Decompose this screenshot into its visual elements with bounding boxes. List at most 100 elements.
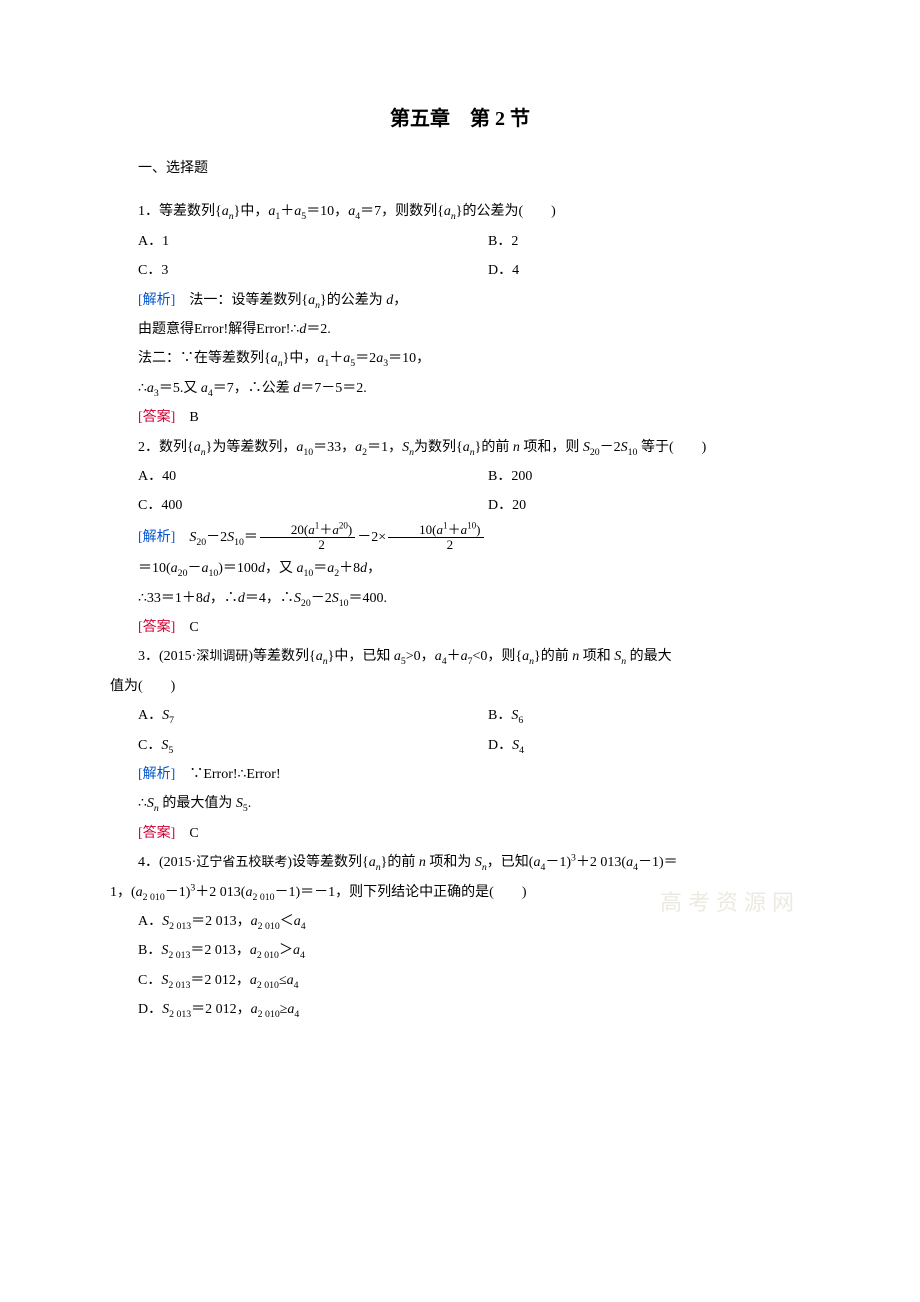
text: ＝ — [313, 561, 327, 576]
text: － — [187, 561, 201, 576]
text: ＝400. — [349, 591, 388, 606]
q1-answer: [答案] B — [110, 403, 810, 432]
text: －1) — [165, 885, 191, 900]
q3-stem-line2: 值为( ) — [110, 672, 810, 701]
text: }的公差为( ) — [456, 204, 556, 219]
q2-analysis-l3: ∴33＝1＋8d，∴d＝4，∴S20－2S10＝400. — [110, 584, 810, 613]
q3-stem: 3．(2015·深圳调研)等差数列{an}中，已知 a5>0，a4＋a7<0，则… — [110, 642, 810, 671]
text: ＝5.又 — [159, 381, 201, 396]
q4-opt-b: B．S2 013＝2 013，a2 010＞a4 — [110, 936, 810, 965]
q2-opt-d: D．20 — [488, 491, 810, 520]
fraction-2: 10(a1＋a10)2 — [388, 523, 483, 553]
q2-answer: [答案] C — [110, 613, 810, 642]
text: 项和，则 — [520, 440, 583, 455]
analysis-label: [解析] — [138, 530, 175, 545]
text: －1)＝ — [638, 855, 678, 870]
text: ， — [367, 561, 381, 576]
source: 深圳调研 — [196, 648, 248, 663]
text: }中， — [283, 351, 318, 366]
q1-analysis-l4: ∴a3＝5.又 a4＝7，∴公差 d＝7－5＝2. — [110, 374, 810, 403]
text: 项和为 — [426, 855, 475, 870]
text: ∴ — [138, 796, 147, 811]
fraction-1: 20(a1＋a20)2 — [260, 523, 355, 553]
q4-opt-c: C．S2 013＝2 012，a2 010≤a4 — [110, 966, 810, 995]
q3-opt-a: A．S7 — [138, 701, 488, 730]
text: }的公差为 — [320, 293, 386, 308]
text: ＝7－5＝2. — [300, 381, 367, 396]
analysis-label: [解析] — [138, 293, 175, 308]
text: ＝2. — [306, 322, 331, 337]
text: 4．(2015· — [138, 855, 196, 870]
text: 项和 — [579, 649, 614, 664]
text: －2 — [600, 440, 621, 455]
q3-opt-c: C．S5 — [138, 731, 488, 760]
text: >0， — [406, 649, 435, 664]
q3-options-row1: A．S7 B．S6 — [110, 701, 810, 730]
text: ＋ — [280, 204, 294, 219]
text: }中，已知 — [328, 649, 394, 664]
answer-value: C — [189, 826, 198, 841]
text: }为等差数列， — [206, 440, 297, 455]
text: }的前 — [534, 649, 572, 664]
q3-answer: [答案] C — [110, 819, 810, 848]
text: 的最大 — [626, 649, 672, 664]
text: }中， — [234, 204, 269, 219]
text: ＝10， — [388, 351, 430, 366]
q1-analysis: [解析] 法一：设等差数列{an}的公差为 d， — [110, 286, 810, 315]
text: ＋ — [329, 351, 343, 366]
text: －2 — [311, 591, 332, 606]
answer-label: [答案] — [138, 826, 175, 841]
source: 辽宁省五校联考 — [196, 854, 287, 869]
q1-opt-c: C．3 — [138, 256, 488, 285]
text: ＝7，则数列{ — [360, 204, 444, 219]
text: ∴33＝1＋8 — [138, 591, 203, 606]
text: －1) — [545, 855, 571, 870]
text: 为数列{ — [414, 440, 463, 455]
section-1-heading: 一、选择题 — [110, 154, 810, 183]
q3-options-row2: C．S5 D．S4 — [110, 731, 810, 760]
text: }的前 — [475, 440, 513, 455]
q4-stem: 4．(2015·辽宁省五校联考)设等差数列{an}的前 n 项和为 Sn，已知(… — [110, 848, 810, 877]
q4-stem-line2: 1，(a2 010－1)3＋2 013(a2 010－1)＝－1，则下列结论中正… — [110, 878, 810, 907]
text: ＝2 — [355, 351, 376, 366]
q2-analysis-eq1: [解析] S20－2S10＝20(a1＋a20)2－2×10(a1＋a10)2 — [110, 523, 810, 553]
answer-label: [答案] — [138, 620, 175, 635]
text: 1，( — [110, 885, 136, 900]
q2-analysis-l2: ＝10(a20－a10)＝100d，又 a10＝a2＋8d， — [110, 554, 810, 583]
q3-analysis-l2: ∴Sn 的最大值为 S5. — [110, 789, 810, 818]
text: ＝1， — [367, 440, 402, 455]
q1-options-row1: A．1 B．2 — [110, 227, 810, 256]
text: 1．等差数列{ — [138, 204, 222, 219]
q4-opt-a: A．S2 013＝2 013，a2 010＜a4 — [110, 907, 810, 936]
answer-label: [答案] — [138, 410, 175, 425]
text: －1)＝－1，则下列结论中正确的是( ) — [275, 885, 527, 900]
text: ＝10( — [138, 561, 171, 576]
text: 的最大值为 — [159, 796, 236, 811]
text: 2．数列{ — [138, 440, 194, 455]
text: }的前 — [381, 855, 419, 870]
text: 法一：设等差数列{ — [189, 293, 308, 308]
q2-opt-b: B．200 — [488, 462, 810, 491]
text: 等于( ) — [637, 440, 706, 455]
text: ，∴ — [210, 591, 238, 606]
text: ＝4，∴ — [245, 591, 294, 606]
text: ＝7，∴公差 — [213, 381, 294, 396]
text: <0，则{ — [473, 649, 523, 664]
text: －2 — [206, 530, 227, 545]
text: ＝ — [244, 530, 258, 545]
q1-opt-b: B．2 — [488, 227, 810, 256]
text: ，已知( — [487, 855, 534, 870]
text: ， — [393, 293, 407, 308]
text: ＝33， — [313, 440, 355, 455]
text: )等差数列{ — [248, 649, 315, 664]
text: ∵Error!∴Error! — [189, 767, 280, 782]
q1-stem: 1．等差数列{an}中，a1＋a5＝10，a4＝7，则数列{an}的公差为( ) — [110, 197, 810, 226]
text: 由题意得Error!解得Error!∴ — [138, 322, 299, 337]
q2-opt-c: C．400 — [138, 491, 488, 520]
q1-analysis-l3: 法二：∵在等差数列{an}中，a1＋a5＝2a3＝10， — [110, 344, 810, 373]
text: ＋ — [447, 649, 461, 664]
q1-analysis-l2: 由题意得Error!解得Error!∴d＝2. — [110, 315, 810, 344]
q4-opt-d: D．S2 013＝2 012，a2 010≥a4 — [110, 995, 810, 1024]
text: )设等差数列{ — [287, 855, 368, 870]
q2-opt-a: A．40 — [138, 462, 488, 491]
